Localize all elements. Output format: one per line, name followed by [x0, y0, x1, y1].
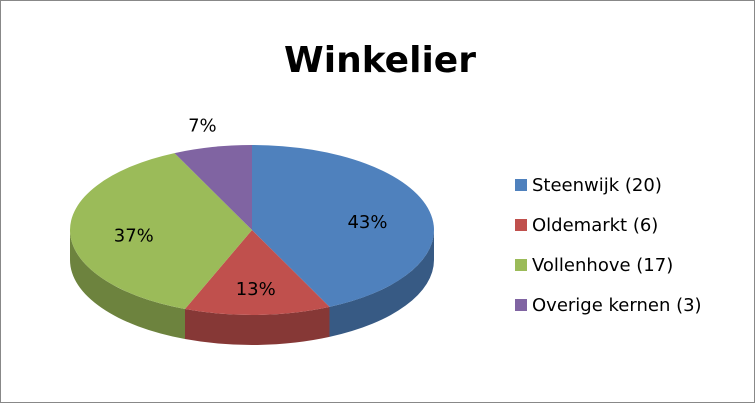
- data-label: 13%: [236, 279, 276, 300]
- data-label: 7%: [188, 115, 217, 136]
- legend-label: Vollenhove (17): [532, 255, 673, 276]
- chart-title: Winkelier: [284, 40, 476, 81]
- pie-slice: [185, 230, 330, 346]
- legend-swatch: [515, 179, 527, 191]
- legend-label: Oldemarkt (6): [532, 215, 658, 236]
- slice-top: [252, 145, 435, 307]
- slice-top: [185, 230, 330, 316]
- legend-swatch: [515, 299, 527, 311]
- slice-side: [70, 230, 186, 340]
- pie-slice: [252, 145, 435, 337]
- legend-swatch: [515, 259, 527, 271]
- pie-slice: [174, 145, 252, 230]
- slice-side: [185, 306, 330, 346]
- legend-label: Overige kernen (3): [532, 295, 702, 316]
- slice-top: [70, 153, 253, 310]
- slice-top: [174, 145, 252, 230]
- legend-label: Steenwijk (20): [532, 175, 662, 196]
- slice-side: [329, 230, 435, 337]
- data-label: 37%: [114, 226, 154, 247]
- data-label: 43%: [347, 212, 387, 233]
- pie-slice: [70, 153, 253, 340]
- legend-swatch: [515, 219, 527, 231]
